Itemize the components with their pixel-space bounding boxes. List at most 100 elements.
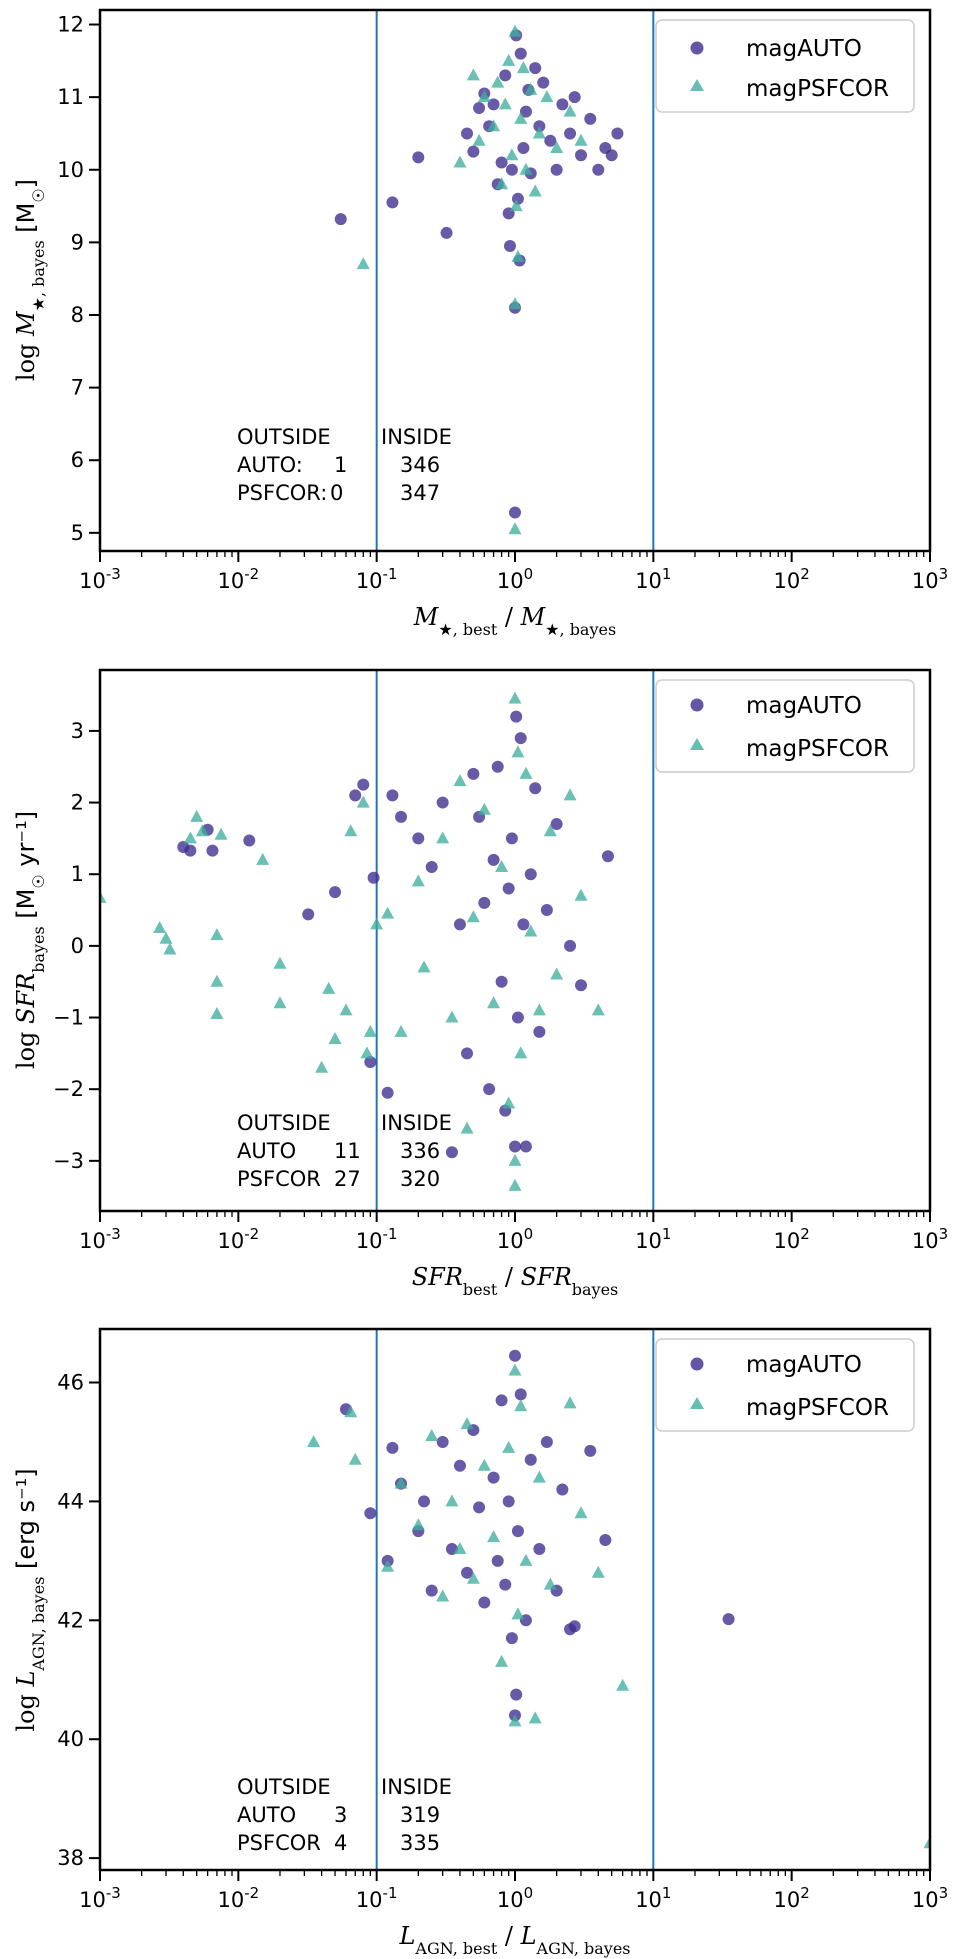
point-magpsfcor [472,133,486,146]
point-magauto [517,918,530,931]
point-magauto [568,91,581,104]
point-magpsfcor [445,1010,459,1023]
point-magpsfcor [508,297,522,310]
point-magauto [505,1632,518,1645]
point-magauto [357,778,370,791]
point-magpsfcor [487,1530,501,1543]
x-tick-label: 100 [497,565,533,593]
point-magauto [436,796,449,809]
point-magpsfcor [394,1024,408,1037]
point-magauto [564,127,577,140]
point-magauto [550,818,563,831]
x-tick-label: 102 [774,565,810,593]
legend-label-magpsfcor: magPSFCOR [746,1395,889,1421]
point-magpsfcor [524,924,538,937]
stats-auto-label: AUTO: [237,453,303,477]
point-magauto [418,1495,431,1508]
point-magauto [533,120,546,133]
point-magauto [517,141,530,154]
point-magpsfcor [505,148,519,161]
legend: magAUTO magPSFCOR [655,19,915,113]
point-magauto [487,853,500,866]
x-tick-label: 10-3 [79,1225,121,1253]
legend-label-magauto: magAUTO [746,1352,862,1378]
point-magpsfcor [210,928,224,941]
point-magpsfcor [356,795,370,808]
point-magpsfcor [508,691,522,704]
legend: magAUTO magPSFCOR [655,1338,915,1432]
point-magpsfcor [495,860,509,873]
legend-box [655,19,915,113]
legend-marker-magpsfcor [690,738,704,750]
point-magpsfcor [210,974,224,987]
stats-psfcor-inside: 320 [400,1167,440,1191]
point-magauto [453,1459,466,1472]
point-magpsfcor [183,831,197,844]
legend-label-magauto: magAUTO [746,693,862,719]
point-magauto [367,871,380,884]
x-tick-label: 10-2 [217,1884,259,1912]
y-tick-label: 38 [57,1846,84,1870]
point-magpsfcor [532,126,546,139]
stats-header-outside: OUTSIDE [237,1775,331,1799]
point-magpsfcor [466,1571,480,1584]
point-magpsfcor [563,1396,577,1409]
point-magauto [445,1146,458,1159]
point-magpsfcor [487,996,501,1009]
point-magpsfcor [339,1003,353,1016]
point-magpsfcor [508,24,522,37]
point-magauto [509,1140,521,1153]
point-magpsfcor [511,1607,525,1620]
point-magpsfcor [425,1429,439,1442]
point-magauto [511,1011,524,1024]
point-magpsfcor [322,981,336,994]
point-magauto [499,1578,512,1591]
point-magauto [575,149,588,162]
stats-auto-outside: 3 [334,1803,347,1827]
point-magauto [575,979,588,992]
point-magpsfcor [436,831,450,844]
legend-marker-magpsfcor [690,1397,704,1409]
point-magpsfcor [163,942,177,955]
point-magauto [386,789,399,802]
y-axis-label: log LAGN, bayes [erg s⁻¹] [12,1468,48,1731]
point-magauto [509,1349,521,1362]
point-magauto [364,1055,377,1068]
x-tick-label: 10-3 [79,1884,121,1912]
point-magauto [584,1444,597,1457]
point-magauto [502,882,515,895]
point-magpsfcor [370,917,384,930]
point-magauto [453,918,466,931]
y-tick-label: 6 [71,448,84,472]
point-magpsfcor [453,155,467,168]
point-magauto [483,1083,496,1096]
point-magpsfcor [502,1440,516,1453]
point-magauto [499,69,512,82]
y-tick-label: 7 [71,376,84,400]
x-tick-label: 100 [497,1225,533,1253]
point-magpsfcor [360,1046,374,1059]
point-magpsfcor [381,906,395,919]
point-magpsfcor [509,199,523,212]
point-magauto [540,904,553,917]
legend: magAUTO magPSFCOR [655,679,915,773]
point-magpsfcor [445,1494,459,1507]
point-magauto [524,868,537,881]
stats-auto-outside: 11 [334,1139,361,1163]
y-tick-label: 42 [57,1608,84,1632]
y-tick-label: 44 [57,1489,84,1513]
point-magpsfcor [519,766,533,779]
plot-frame [98,8,932,553]
panel-sfr: 10-3 10-2 10-1 100 101 102 103 −3 −2 −1 0 1 2 3 magAU… [12,668,948,1299]
x-tick-label: 10-2 [217,565,259,593]
y-tick-label: 12 [57,13,84,37]
stats-auto-outside: 1 [334,453,347,477]
legend-box [655,679,915,773]
y-tick-label: 3 [71,719,84,743]
point-magauto [556,1483,569,1496]
point-magpsfcor [466,910,480,923]
point-magpsfcor [477,802,491,815]
point-magauto [461,1047,474,1060]
point-magpsfcor [487,119,501,132]
